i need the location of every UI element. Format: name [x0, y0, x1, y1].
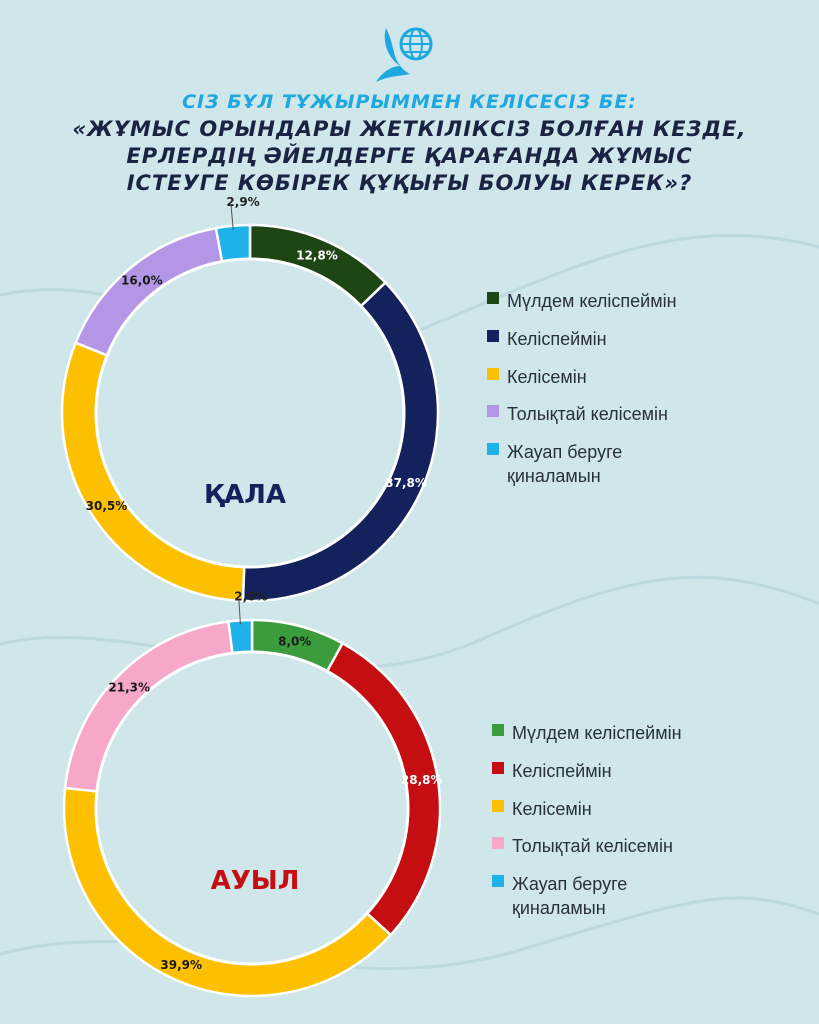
donut-hole [94, 650, 410, 966]
donut-slice [214, 223, 252, 264]
legend-swatch [487, 292, 499, 304]
donut-slice [227, 618, 254, 655]
legend-swatch [492, 837, 504, 849]
slice-value-label: 2,0% [234, 589, 267, 603]
legend-swatch [487, 443, 499, 455]
slice-value-label: 28,8% [401, 773, 443, 787]
slice-value-label: 39,9% [160, 958, 202, 972]
village-donut: 8,0% 28,8% 39,9% 21,3% 2,0% [62, 589, 443, 998]
question-line-3: ІСТЕУГЕ КӨБІРЕК ҚҰҚЫҒЫ БОЛУЫ КЕРЕК»? [126, 171, 693, 195]
city-donut: 12,8% 37,8% 30,5% 16,0% 2,9% [60, 195, 440, 603]
legend-label: Келісемін [512, 799, 592, 819]
globe-bird-icon [376, 27, 433, 82]
legend-label: Толықтай келісемін [512, 836, 673, 856]
legend-swatch [492, 762, 504, 774]
leader-line [230, 205, 234, 230]
legend-swatch [487, 405, 499, 417]
legend-swatch [492, 800, 504, 812]
legend-swatch [492, 875, 504, 887]
city-label: ҚАЛА [204, 480, 286, 510]
slice-value-label: 8,0% [278, 634, 311, 648]
legend-label: Жауап беруге қиналамын [507, 442, 623, 486]
slice-value-label: 16,0% [121, 274, 163, 288]
legend-label: Келіспеймін [507, 329, 607, 349]
donut-hole [94, 257, 406, 569]
slice-value-label: 2,9% [226, 195, 259, 209]
legend-label: Келісемін [507, 367, 587, 387]
legend-swatch [487, 368, 499, 380]
question-line-2: ЕРЛЕРДІҢ ӘЙЕЛДЕРГЕ ҚАРАҒАНДА ЖҰМЫС [126, 144, 693, 168]
legend-label: Мүлдем келіспеймін [507, 291, 677, 311]
village-label: АУЫЛ [210, 866, 300, 896]
slice-value-label: 30,5% [86, 499, 128, 513]
question-line-1: «ЖҰМЫС ОРЫНДАРЫ ЖЕТКІЛІКСІЗ БОЛҒАН КЕЗДЕ… [72, 117, 747, 141]
legend-label: Мүлдем келіспеймін [512, 723, 682, 743]
legend-label: Толықтай келісемін [507, 404, 668, 424]
legend-swatch [492, 724, 504, 736]
slice-value-label: 12,8% [296, 249, 338, 263]
leader-line [238, 600, 241, 625]
legend-swatch [487, 330, 499, 342]
slice-value-label: 37,8% [385, 476, 427, 490]
legend-label: Жауап беруге қиналамын [512, 874, 628, 918]
question-lead: СІЗ БҰЛ ТҰЖЫРЫММЕН КЕЛІСЕСІЗ БЕ: [182, 91, 637, 113]
legend-label: Келіспеймін [512, 761, 612, 781]
slice-value-label: 21,3% [108, 681, 150, 695]
city-legend: Мүлдем келіспеймін Келіспеймін Келісемін… [487, 291, 787, 492]
village-legend: Мүлдем келіспеймін Келіспеймін Келісемін… [492, 723, 792, 924]
